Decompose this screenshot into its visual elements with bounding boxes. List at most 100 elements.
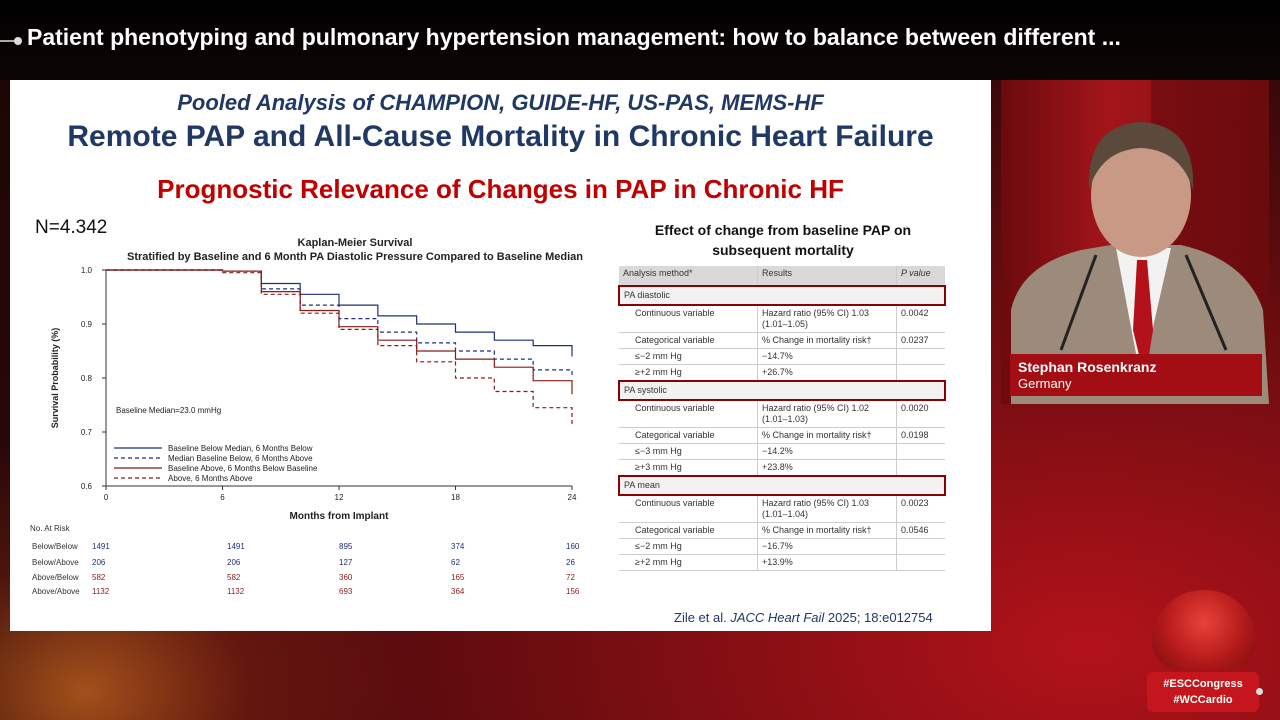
pvalue-cell: 0.0023: [896, 495, 945, 523]
risk-value: 26: [566, 558, 575, 567]
col-header-results: Results: [757, 266, 897, 287]
risk-value: 582: [227, 573, 241, 582]
table-row: Categorical variable% Change in mortalit…: [619, 427, 945, 444]
table-row: Categorical variable% Change in mortalit…: [619, 332, 945, 349]
risk-value: 156: [566, 587, 580, 596]
pvalue-cell: [896, 443, 945, 460]
table-row: Continuous variable Hazard ratio (95% CI)…: [619, 400, 945, 428]
risk-value: 206: [92, 558, 106, 567]
x-tick-label: 12: [335, 493, 344, 502]
km-series: [106, 269, 573, 427]
sample-size-label: N=4.342: [35, 217, 108, 238]
y-tick-label: 0.6: [81, 482, 93, 491]
table-row: Continuous variable Hazard ratio (95% CI)…: [619, 495, 945, 523]
result-cell: +13.9%: [757, 554, 897, 571]
x-tick-label: 6: [220, 493, 225, 502]
section-label: PA mean: [618, 475, 946, 496]
section-label: PA systolic: [618, 380, 946, 401]
session-title: Patient phenotyping and pulmonary hypert…: [27, 24, 1121, 50]
progress-track: [0, 40, 16, 42]
slide-title: Remote PAP and All-Cause Mortality in Ch…: [67, 120, 934, 153]
y-tick-label: 0.8: [81, 374, 93, 383]
session-title-bar: Patient phenotyping and pulmonary hypert…: [0, 0, 1280, 80]
table-row: Continuous variable Hazard ratio (95% CI)…: [619, 305, 945, 333]
speaker-name: Stephan Rosenkranz: [1018, 359, 1157, 375]
table-row: ≥+2 mm Hg +26.7%: [619, 364, 945, 382]
risk-row: Below/Above 206 206 127 62 26: [30, 558, 590, 570]
result-cell: −16.7%: [757, 538, 897, 555]
table-header-row: Analysis method* Results P value: [619, 266, 945, 287]
section-label: PA diastolic: [618, 285, 946, 306]
risk-value: 693: [339, 587, 353, 596]
method-cell: ≤−2 mm Hg: [619, 348, 758, 365]
x-tick-label: 18: [451, 493, 460, 502]
km-legend: Baseline Below Median, 6 Months Below Me…: [114, 444, 318, 483]
risk-value: 374: [451, 542, 465, 551]
pvalue-cell: [896, 538, 945, 555]
y-tick-label: 1.0: [81, 266, 93, 275]
pvalue-cell: 0.0237: [896, 332, 945, 349]
risk-value: 360: [339, 573, 353, 582]
risk-value: 364: [451, 587, 465, 596]
risk-row: Below/Below 1491 1491 895 374 160: [30, 542, 590, 554]
km-survival-chart: 0.6 0.7 0.8 0.9 1.0 0 6 12 18 24 Months from Impla…: [50, 266, 577, 522]
method-cell: Categorical variable: [619, 522, 758, 539]
indicator-dot: [1256, 688, 1263, 695]
table-row: ≤−3 mm Hg −14.2%: [619, 443, 945, 460]
method-cell: Categorical variable: [619, 332, 758, 349]
risk-value: 127: [339, 558, 353, 567]
col-header-pvalue: P value: [896, 266, 945, 287]
method-cell: Continuous variable: [619, 400, 758, 428]
y-tick-label: 0.9: [81, 320, 93, 329]
y-tick-label: 0.7: [81, 428, 93, 437]
citation-details: 2025; 18:e012754: [824, 610, 933, 625]
pvalue-cell: [896, 348, 945, 365]
results-table-title: Effect of change from baseline PAP on su…: [630, 220, 936, 260]
x-axis-label: Months from Implant: [290, 511, 390, 522]
speaker-nameplate: Stephan Rosenkranz Germany: [1010, 354, 1262, 396]
method-cell: ≥+3 mm Hg: [619, 459, 758, 477]
hashtag-esc: #ESCCongress: [1163, 678, 1243, 690]
section-row: PA mean: [618, 475, 946, 496]
risk-header: No. At Risk: [30, 524, 70, 533]
risk-row: Above/Above 1132 1132 693 364 156: [30, 587, 590, 599]
col-header-method: Analysis method*: [619, 266, 758, 287]
method-cell: ≤−3 mm Hg: [619, 443, 758, 460]
results-table: Analysis method* Results P value PA dias…: [618, 266, 946, 571]
method-cell: ≤−2 mm Hg: [619, 538, 758, 555]
method-cell: ≥+2 mm Hg: [619, 554, 758, 571]
slide-heading: Prognostic Relevance of Changes in PAP i…: [157, 174, 844, 204]
hashtag-badge: #ESCCongress #WCCardio: [1147, 672, 1259, 712]
table-row: ≤−2 mm Hg −14.7%: [619, 348, 945, 365]
pvalue-cell: 0.0198: [896, 427, 945, 444]
result-cell: % Change in mortality risk†: [757, 427, 897, 444]
method-cell: Continuous variable: [619, 305, 758, 333]
km-chart-title: Kaplan-Meier Survival Stratified by Base…: [100, 236, 610, 264]
result-cell: Hazard ratio (95% CI) 1.03 (1.01–1.04): [757, 495, 897, 523]
risk-row: Above/Below 582 582 360 165 72: [30, 573, 590, 585]
risk-value: 160: [566, 542, 580, 551]
risk-label: Below/Below: [32, 542, 78, 551]
citation: Zile et al. JACC Heart Fail 2025; 18:e01…: [674, 610, 933, 625]
progress-dot[interactable]: [14, 37, 22, 45]
legend-entry-3: Baseline Above, 6 Months Below Baseline: [168, 464, 318, 473]
risk-value: 895: [339, 542, 353, 551]
km-series-line-4: [106, 269, 573, 427]
pvalue-cell: [896, 459, 945, 477]
km-series-line-3: [106, 269, 573, 395]
result-cell: −14.7%: [757, 348, 897, 365]
table-row: Categorical variable% Change in mortalit…: [619, 522, 945, 539]
citation-journal: JACC Heart Fail: [730, 610, 825, 625]
pvalue-cell: 0.0042: [896, 305, 945, 333]
km-title-line1: Kaplan-Meier Survival: [297, 237, 413, 249]
risk-value: 1132: [227, 587, 245, 596]
citation-authors: Zile et al.: [674, 610, 731, 625]
km-title-line2: Stratified by Baseline and 6 Month PA Di…: [126, 251, 583, 263]
y-axis-label: Survival Probability (%): [50, 328, 60, 429]
section-row: PA diastolic: [618, 285, 946, 306]
risk-value: 1491: [92, 542, 110, 551]
risk-value: 165: [451, 573, 465, 582]
result-cell: −14.2%: [757, 443, 897, 460]
number-at-risk-table: No. At Risk Below/Below 1491 1491 895 37…: [30, 524, 590, 604]
risk-label: Below/Above: [32, 558, 79, 567]
